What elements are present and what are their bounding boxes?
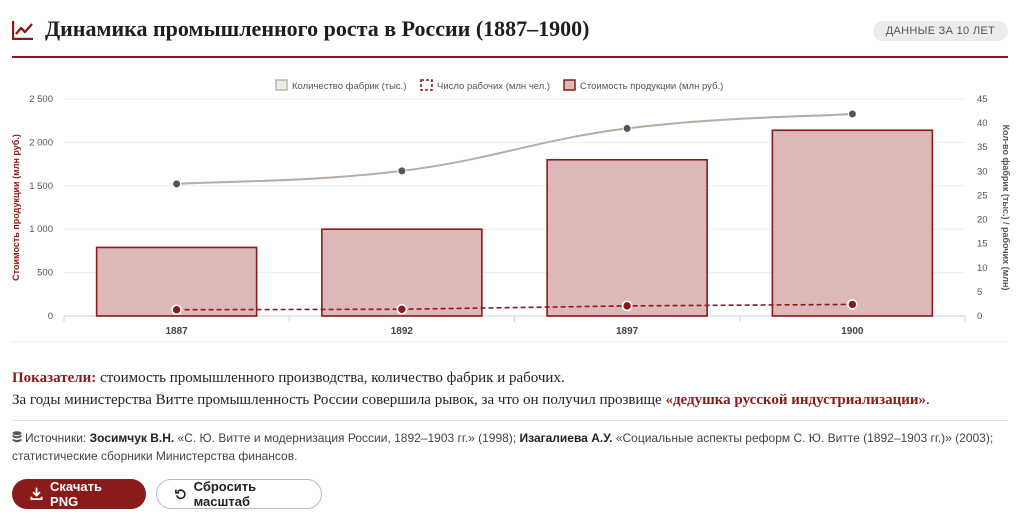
factories-point	[622, 123, 632, 133]
legend-swatch-production	[563, 79, 576, 91]
x-tick-label: 1887	[166, 326, 189, 337]
source-work-1: «С. Ю. Витте и модернизация России, 1892…	[174, 431, 517, 445]
x-tick-label: 1897	[616, 326, 639, 337]
database-icon	[12, 431, 22, 443]
y-right-tick-label: 0	[977, 311, 982, 322]
description-highlight: «дедушка русской индустриализации»	[665, 392, 927, 408]
legend-label: Стоимость продукции (млн руб.)	[580, 81, 723, 92]
description-line-2: За годы министерства Витте промышленност…	[12, 389, 1012, 411]
y-left-tick-label: 500	[37, 268, 53, 279]
y-right-axis-label: Кол-во фабрик (тыс.) / рабочих (млн)	[1001, 125, 1011, 291]
y-right-tick-label: 15	[977, 239, 988, 250]
reset-zoom-button[interactable]: Сбросить масштаб	[156, 479, 322, 509]
download-icon	[30, 487, 43, 501]
y-left-tick-label: 1 500	[29, 181, 53, 192]
legend-label: Число рабочих (млн чел.)	[437, 81, 550, 92]
reset-button-label: Сбросить масштаб	[193, 479, 257, 509]
factories-point	[847, 109, 857, 119]
workers-point	[396, 303, 408, 315]
y-right-tick-label: 5	[977, 287, 982, 298]
description-text-1: стоимость промышленного производства, ко…	[96, 370, 565, 386]
chart-header: Динамика промышленного роста в России (1…	[12, 0, 1008, 58]
description-end: .	[926, 392, 930, 408]
legend-swatch-workers	[420, 79, 433, 91]
workers-point	[847, 299, 858, 310]
source-work-2: «Социальные аспекты реформ С. Ю. Витте (…	[12, 431, 994, 463]
y-right-tick-label: 45	[977, 94, 988, 105]
line-chart-icon	[12, 21, 33, 40]
axes: 0 500 1 000 1 500 2 000 2 500 0 5 10 15 20 25 30 35 40…	[11, 94, 1011, 337]
workers-point	[621, 300, 633, 312]
factories-point	[397, 166, 407, 176]
sources: Источники: Зосимчук В.Н. «С. Ю. Витте и …	[12, 429, 1008, 465]
bar-production-value	[771, 129, 934, 317]
source-author-1: Зосимчук В.Н.	[89, 431, 175, 445]
chart-description: Показатели: стоимость промышленного прои…	[12, 367, 1012, 411]
workers-line	[176, 303, 853, 311]
y-right-tick-label: 20	[977, 215, 988, 226]
y-left-tick-label: 1 000	[29, 224, 53, 235]
y-right-tick-label: 30	[977, 166, 988, 177]
source-author-2: Изагалиева А.У.	[519, 431, 613, 445]
bars	[95, 129, 934, 317]
series-lines	[171, 109, 858, 316]
factories-point	[172, 179, 182, 189]
y-left-tick-label: 2 500	[29, 94, 53, 105]
y-right-tick-label: 10	[977, 263, 988, 274]
y-right-tick-label: 25	[977, 190, 988, 201]
x-tick-label: 1892	[391, 326, 414, 337]
factories-line	[176, 112, 853, 185]
description-lead: Показатели:	[12, 370, 97, 386]
y-left-tick-label: 0	[48, 311, 53, 322]
y-left-axis-label: Стоимость продукции (млн руб.)	[11, 134, 21, 281]
period-badge: ДАННЫЕ ЗА 10 ЛЕТ	[872, 21, 1008, 41]
y-left-tick-label: 2 000	[29, 137, 53, 148]
industrial-growth-chart[interactable]: 0 500 1 000 1 500 2 000 2 500 0 5 10 15 20 25 30 35 40…	[0, 70, 1024, 345]
legend: Количество фабрик (тыс.) Число рабочих (м…	[275, 79, 723, 92]
chart-area[interactable]: 0 500 1 000 1 500 2 000 2 500 0 5 10 15 20 25 30 35 40…	[0, 70, 1024, 345]
sources-label: Источники:	[25, 431, 87, 445]
divider	[12, 420, 1008, 421]
legend-label: Количество фабрик (тыс.)	[292, 81, 406, 92]
bar-production-value	[321, 228, 483, 317]
page-title: Динамика промышленного роста в России (1…	[45, 16, 590, 41]
download-button-label: Скачать PNG	[50, 479, 102, 509]
y-right-tick-label: 35	[977, 142, 988, 153]
download-png-button[interactable]: Скачать PNG	[12, 479, 146, 509]
x-tick-label: 1900	[841, 326, 864, 337]
legend-swatch-factories	[275, 79, 288, 91]
y-right-tick-label: 40	[977, 118, 988, 129]
description-line-1: Показатели: стоимость промышленного прои…	[12, 367, 1012, 389]
workers-point	[171, 304, 182, 316]
reset-icon	[175, 488, 186, 499]
bar-production-value	[546, 158, 708, 317]
description-text-2: За годы министерства Витте промышленност…	[12, 392, 666, 408]
